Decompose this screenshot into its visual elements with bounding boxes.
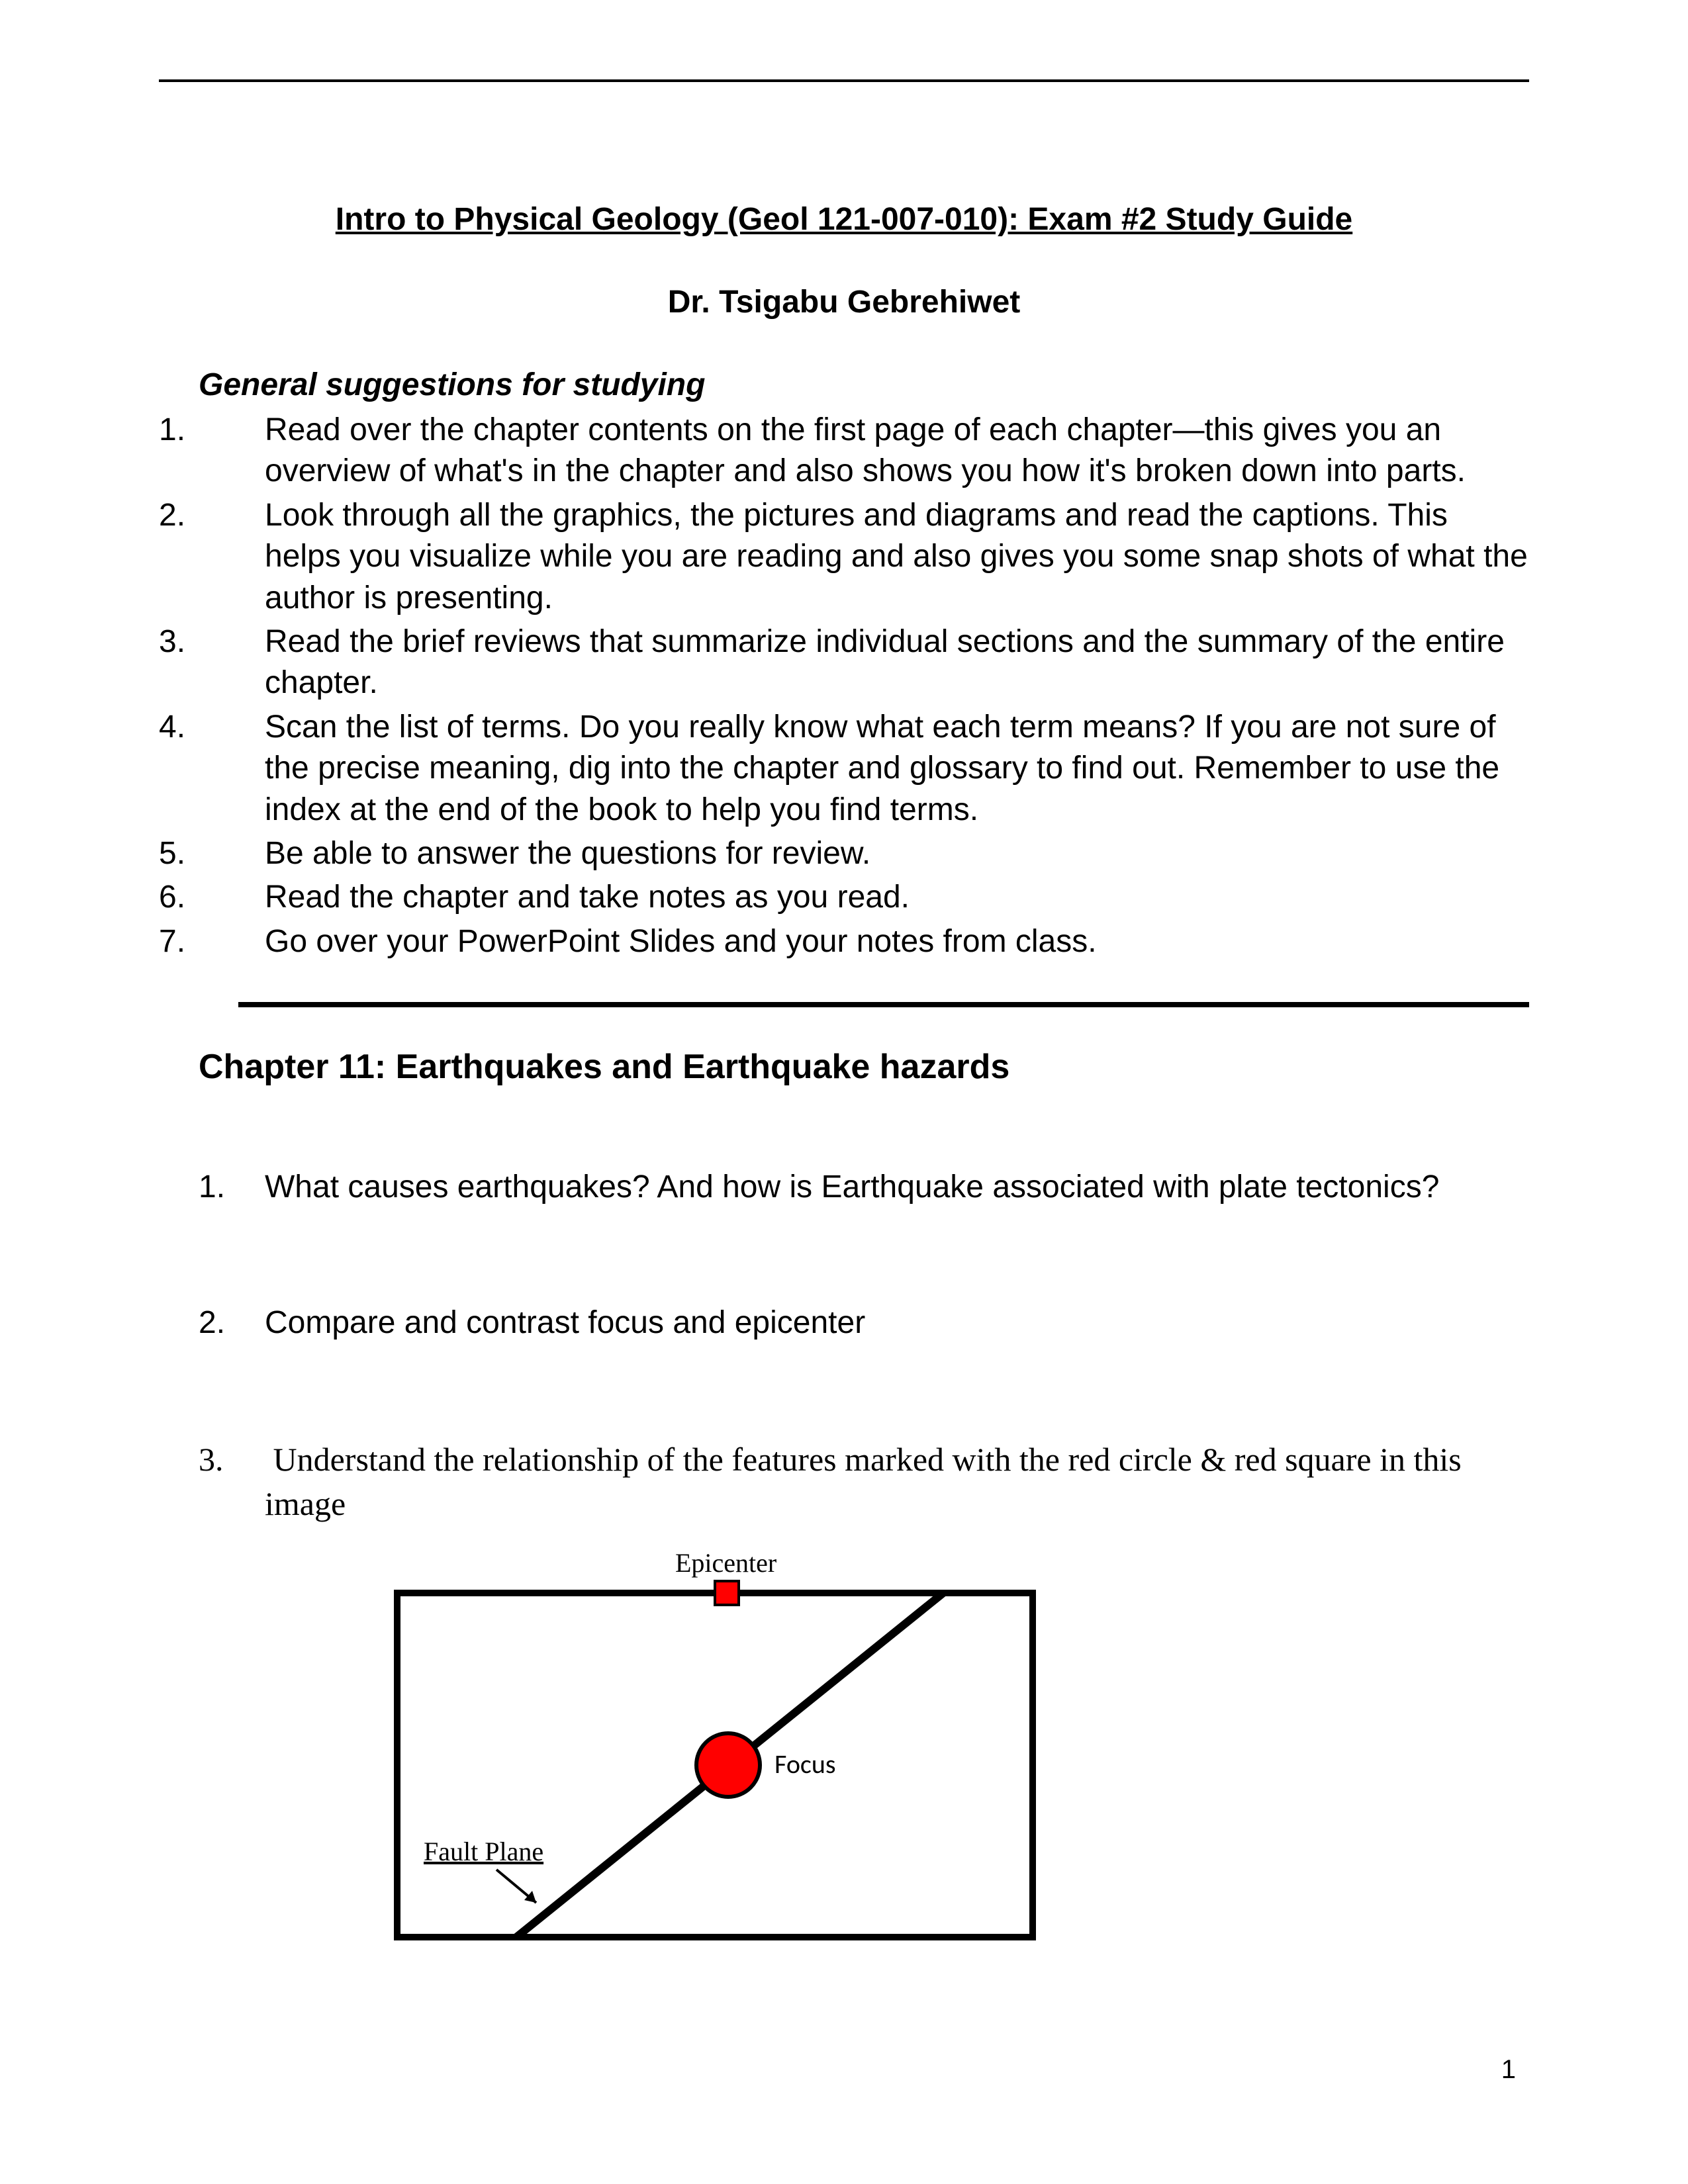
suggestion-item: Read over the chapter contents on the fi…: [159, 410, 1529, 492]
question-item: Compare and contrast focus and epicenter: [199, 1302, 1529, 1345]
suggestion-item: Go over your PowerPoint Slides and your …: [159, 921, 1529, 962]
document-title: Intro to Physical Geology (Geol 121-007-…: [159, 201, 1529, 238]
suggestion-item: Read the brief reviews that summarize in…: [159, 621, 1529, 704]
chapter-title: Chapter 11: Earthquakes and Earthquake h…: [199, 1047, 1529, 1087]
svg-text:Epicenter: Epicenter: [675, 1548, 776, 1578]
page-number: 1: [1501, 2055, 1516, 2085]
questions-list: What causes earthquakes? And how is Eart…: [199, 1166, 1529, 1962]
question-item: What causes earthquakes? And how is Eart…: [199, 1166, 1529, 1209]
svg-text:Focus: Focus: [774, 1748, 836, 1780]
top-rule: [159, 79, 1529, 82]
suggestions-list: Read over the chapter contents on the fi…: [159, 410, 1529, 962]
page: Intro to Physical Geology (Geol 121-007-…: [0, 0, 1688, 2184]
svg-text:Fault Plane: Fault Plane: [424, 1837, 543, 1866]
epicenter-focus-diagram: Epicenter Focus Fault Plane: [371, 1540, 1529, 1962]
suggestion-item: Look through all the graphics, the pictu…: [159, 495, 1529, 619]
diagram-svg: Epicenter Focus Fault Plane: [371, 1540, 1046, 1950]
suggestion-item: Scan the list of terms. Do you really kn…: [159, 707, 1529, 831]
instructor-name: Dr. Tsigabu Gebrehiwet: [159, 284, 1529, 320]
question-text: Understand the relationship of the featu…: [265, 1441, 1462, 1523]
suggestion-item: Read the chapter and take notes as you r…: [159, 877, 1529, 918]
question-item: Understand the relationship of the featu…: [199, 1437, 1529, 1962]
mid-rule: [238, 1002, 1529, 1007]
suggestion-item: Be able to answer the questions for revi…: [159, 833, 1529, 874]
section-heading: General suggestions for studying: [199, 367, 1529, 403]
